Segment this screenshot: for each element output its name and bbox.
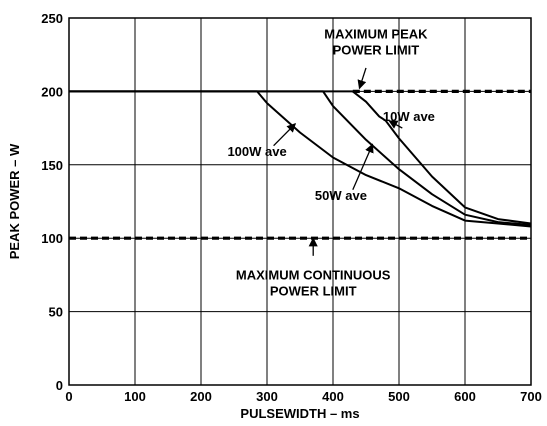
- grid: [68, 17, 532, 386]
- x-tick-label-200: 200: [190, 389, 212, 404]
- annotation-label-10w-ave-0: 10W ave: [383, 109, 435, 124]
- annotation-label-maximum-peak-power-limit-0: MAXIMUM PEAK: [324, 27, 428, 42]
- y-tick-labels: 0 50 100 150 200 250: [41, 11, 63, 393]
- annotation-arrow-100w-ave: [273, 123, 297, 147]
- y-tick-label-50: 50: [49, 305, 63, 320]
- y-axis-title: PEAK POWER – W: [7, 143, 22, 259]
- x-tick-label-100: 100: [124, 389, 146, 404]
- x-tick-label-400: 400: [322, 389, 344, 404]
- annotation-arrow-50w-ave: [352, 143, 374, 191]
- annotation-label-maximum-continuous-power-limit-0: MAXIMUM CONTINUOUS: [236, 267, 391, 282]
- x-tick-label-300: 300: [256, 389, 278, 404]
- x-tick-label-600: 600: [454, 389, 476, 404]
- annotation-label-50w-ave-0: 50W ave: [315, 188, 367, 203]
- x-tick-label-0: 0: [65, 389, 72, 404]
- annotation-label-maximum-peak-power-limit-1: POWER LIMIT: [333, 43, 420, 58]
- annotation-label-100w-ave-0: 100W ave: [227, 144, 286, 159]
- y-tick-label-200: 200: [41, 84, 63, 99]
- series-line-100w-ave: [69, 90, 532, 228]
- y-tick-label-100: 100: [41, 231, 63, 246]
- annotation-arrow-maximum-peak-power-limit: [357, 67, 367, 90]
- y-tick-label-250: 250: [41, 11, 63, 26]
- x-axis-title: PULSEWIDTH – ms: [240, 406, 359, 421]
- limit-lines: [69, 89, 531, 240]
- series-line-10w-ave: [69, 90, 532, 225]
- annotation-label-maximum-continuous-power-limit-1: POWER LIMIT: [270, 283, 357, 298]
- x-tick-label-500: 500: [388, 389, 410, 404]
- annotation-arrow-10w-ave: [388, 120, 403, 129]
- series-lines: [69, 90, 532, 228]
- plot-frame: [68, 17, 532, 386]
- y-tick-label-150: 150: [41, 158, 63, 173]
- series-line-50w-ave: [69, 90, 532, 226]
- x-tick-labels: 0 100 200 300 400 500 600 700: [65, 389, 541, 404]
- x-tick-label-700: 700: [520, 389, 542, 404]
- y-tick-label-0: 0: [56, 378, 63, 393]
